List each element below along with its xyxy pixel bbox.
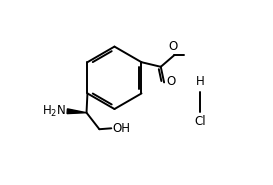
Text: Cl: Cl [194, 115, 206, 128]
Text: H$_2$N: H$_2$N [41, 104, 66, 119]
Text: O: O [166, 75, 176, 88]
Polygon shape [67, 109, 87, 114]
Text: H: H [195, 75, 204, 88]
Text: O: O [169, 40, 178, 53]
Text: OH: OH [113, 122, 131, 135]
